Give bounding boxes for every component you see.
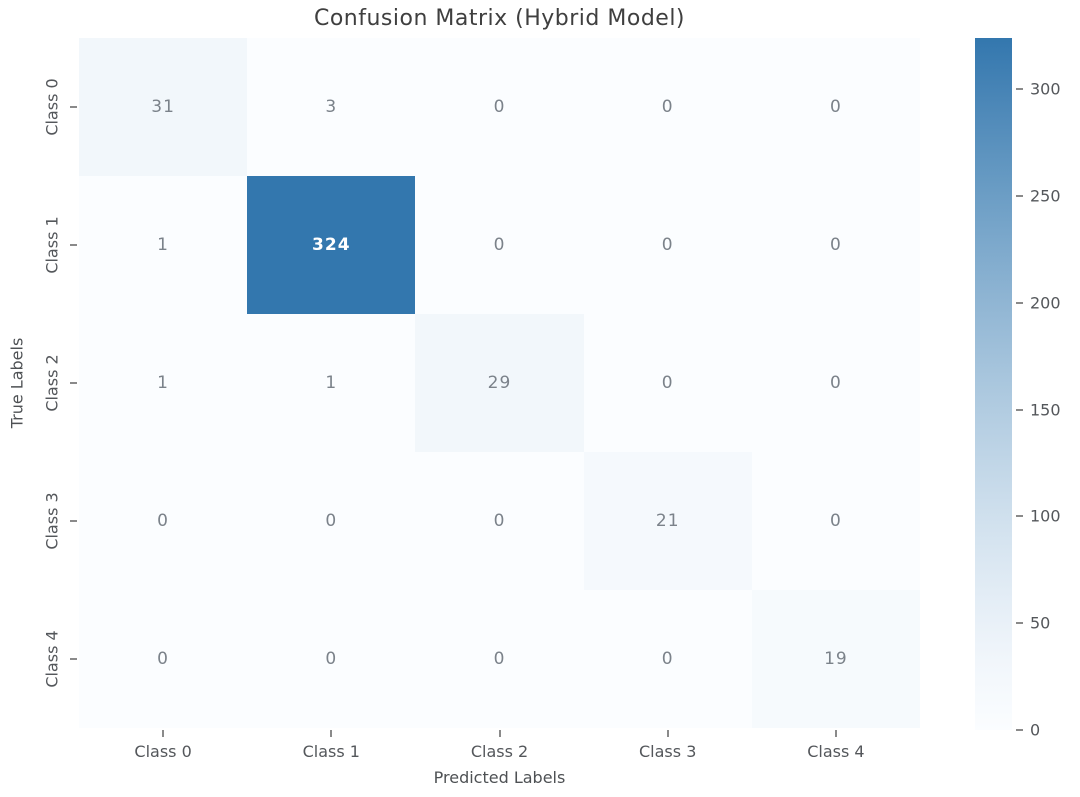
cell-value: 3 xyxy=(325,97,338,117)
x-tick-label-2: Class 2 xyxy=(470,742,529,761)
cell-value: 0 xyxy=(493,97,506,117)
x-tick-mark xyxy=(666,730,669,737)
heatmap-cell-r0c4: 0 xyxy=(751,38,920,176)
heatmap-cell-r4c0: 0 xyxy=(79,590,248,728)
x-tick-mark xyxy=(834,730,837,737)
y-tick-mark xyxy=(70,658,77,660)
colorbar-tick-mark xyxy=(1016,88,1023,91)
y-tick-label-1: Class 1 xyxy=(42,216,62,274)
heatmap-cell-r4c4: 19 xyxy=(751,590,920,728)
chart-title: Confusion Matrix (Hybrid Model) xyxy=(313,6,686,31)
y-tick-label-0: Class 0 xyxy=(42,78,62,136)
heatmap-cell-r2c1: 1 xyxy=(247,314,416,452)
cell-value: 0 xyxy=(829,373,842,393)
cell-value: 0 xyxy=(157,511,169,531)
cell-value: 19 xyxy=(824,649,848,669)
x-tick-label-1: Class 1 xyxy=(302,742,360,761)
cell-value: 1 xyxy=(325,373,338,393)
heatmap-cell-r0c3: 0 xyxy=(583,38,752,176)
cell-value: 0 xyxy=(661,97,674,117)
cell-value: 0 xyxy=(829,97,842,117)
heatmap-cell-r4c1: 0 xyxy=(247,590,416,728)
colorbar-tick-label-5: 250 xyxy=(1030,186,1061,206)
y-tick-mark xyxy=(70,382,77,384)
cell-value: 0 xyxy=(493,511,506,531)
y-tick-mark xyxy=(70,520,77,522)
heatmap-cell-r2c3: 0 xyxy=(583,314,752,452)
cell-value: 0 xyxy=(493,649,506,669)
y-tick-label-2: Class 2 xyxy=(42,354,62,412)
cell-value: 0 xyxy=(325,649,338,669)
heatmap-cell-r2c4: 0 xyxy=(751,314,920,452)
cell-value: 0 xyxy=(325,511,338,531)
y-tick-label-4: Class 4 xyxy=(42,630,62,688)
x-tick-mark xyxy=(498,730,501,737)
y-tick-label-3: Class 3 xyxy=(42,492,62,550)
cell-value: 0 xyxy=(493,235,506,255)
cell-value: 29 xyxy=(487,373,512,393)
x-tick-label-4: Class 4 xyxy=(807,742,865,761)
heatmap-cell-r4c3: 0 xyxy=(583,590,752,728)
cell-value: 0 xyxy=(157,649,169,669)
y-tick-mark xyxy=(70,106,77,108)
colorbar-tick-mark xyxy=(1016,622,1023,625)
heatmap-cell-r1c4: 0 xyxy=(751,176,920,314)
cell-value: 0 xyxy=(661,649,674,669)
heatmap-cell-r1c3: 0 xyxy=(583,176,752,314)
heatmap-cell-r1c2: 0 xyxy=(415,176,584,314)
colorbar-tick-label-3: 150 xyxy=(1030,400,1061,420)
cell-value: 0 xyxy=(661,235,674,255)
colorbar-tick-label-4: 200 xyxy=(1030,293,1061,313)
heatmap-cell-r0c1: 3 xyxy=(247,38,416,176)
cell-value: 21 xyxy=(655,511,680,531)
colorbar-tick-mark xyxy=(1016,408,1023,411)
heatmap-cell-r3c3: 21 xyxy=(583,452,752,590)
colorbar-tick-mark xyxy=(1016,301,1023,304)
x-tick-mark xyxy=(162,730,165,737)
heatmap-cell-r3c1: 0 xyxy=(247,452,416,590)
colorbar-tick-mark xyxy=(1016,515,1023,518)
cell-value: 1 xyxy=(157,235,169,255)
heatmap-cell-r0c2: 0 xyxy=(415,38,584,176)
heatmap-cell-r3c0: 0 xyxy=(79,452,248,590)
heatmap-cell-r2c0: 1 xyxy=(79,314,248,452)
colorbar-tick-label-1: 50 xyxy=(1030,613,1051,633)
heatmap-cell-r0c0: 31 xyxy=(79,38,248,176)
heatmap-cell-r1c0: 1 xyxy=(79,176,248,314)
colorbar-tick-label-0: 0 xyxy=(1030,720,1041,740)
colorbar-tick-label-2: 100 xyxy=(1030,506,1061,526)
cell-value: 1 xyxy=(157,373,169,393)
cell-value: 0 xyxy=(829,235,842,255)
colorbar-tick-mark xyxy=(1016,195,1023,198)
heatmap-cell-r3c2: 0 xyxy=(415,452,584,590)
heatmap-cell-r4c2: 0 xyxy=(415,590,584,728)
cell-value: 31 xyxy=(151,97,175,117)
heatmap-cell-r2c2: 29 xyxy=(415,314,584,452)
colorbar-gradient xyxy=(975,38,1012,730)
cell-value: 324 xyxy=(312,235,351,255)
colorbar-tick-label-6: 300 xyxy=(1030,79,1061,99)
y-tick-mark xyxy=(70,244,77,246)
x-axis-label: Predicted Labels xyxy=(433,768,566,787)
cell-value: 0 xyxy=(829,511,842,531)
cell-value: 0 xyxy=(661,373,674,393)
y-axis-label: True Labels xyxy=(7,337,27,429)
heatmap-cell-r1c1: 324 xyxy=(247,176,416,314)
x-tick-label-3: Class 3 xyxy=(639,742,697,761)
colorbar-tick-mark xyxy=(1016,729,1023,731)
x-tick-mark xyxy=(330,730,333,737)
x-tick-label-0: Class 0 xyxy=(134,742,192,761)
heatmap-grid: 31 3 0 0 0 1 324 0 0 0 1 1 29 0 0 0 0 0 21 0 0 0 0 0 19 xyxy=(79,38,920,728)
heatmap-cell-r3c4: 0 xyxy=(751,452,920,590)
